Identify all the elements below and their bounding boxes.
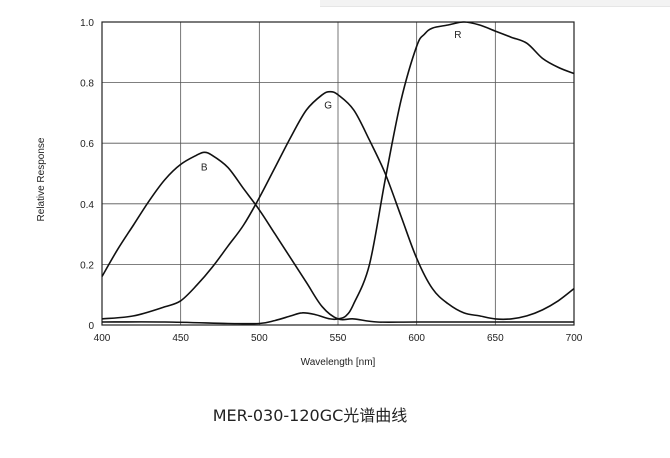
series-label-G: G — [324, 101, 332, 112]
y-tick-label: 0.2 — [80, 260, 94, 271]
series-line-B — [101, 151, 574, 324]
x-tick-label: 550 — [330, 333, 347, 344]
plot-frame — [101, 21, 575, 326]
x-tick-label: 450 — [172, 333, 189, 344]
series-line-G — [101, 90, 575, 321]
x-tick-label: 400 — [94, 333, 111, 344]
y-tick-label: 0.8 — [80, 79, 94, 90]
series-label-B: B — [201, 162, 208, 173]
spectral-response-chart: 400 450 500 550 600 650 700 0 0.2 0.4 0.6 0.8 1.0 B… — [36, 18, 583, 368]
chart-caption: MER-030-120GC光谱曲线 — [212, 406, 408, 425]
x-tick-labels: 400 450 500 550 600 650 700 — [94, 333, 583, 344]
y-tick-labels: 0 0.2 0.4 0.6 0.8 1.0 — [80, 18, 94, 332]
series-labels: B G R — [201, 30, 462, 173]
series-label-R: R — [454, 30, 461, 41]
x-axis-label: Wavelength [nm] — [301, 357, 376, 368]
x-tick-label: 500 — [251, 333, 268, 344]
y-tick-label: 0 — [88, 321, 94, 332]
top-border-strip — [320, 0, 670, 7]
y-axis-label: Relative Response — [36, 137, 47, 221]
x-tick-label: 700 — [566, 333, 583, 344]
chart-grid — [102, 22, 574, 325]
y-tick-label: 0.6 — [80, 139, 94, 150]
y-tick-label: 0.4 — [80, 200, 94, 211]
series-line-R — [101, 21, 575, 325]
x-tick-label: 600 — [408, 333, 425, 344]
x-tick-label: 650 — [487, 333, 504, 344]
y-tick-label: 1.0 — [80, 18, 94, 29]
series-lines — [101, 21, 575, 325]
